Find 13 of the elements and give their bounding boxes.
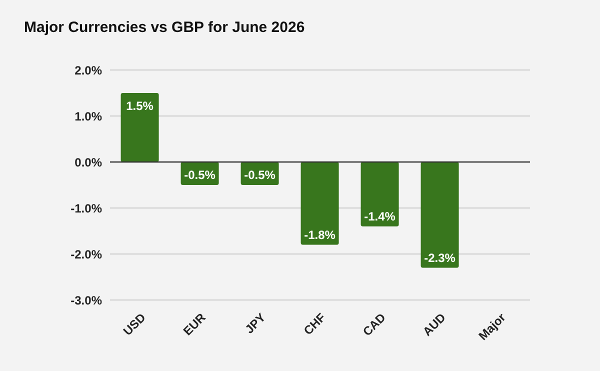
y-tick-label: -2.0% — [70, 247, 102, 262]
y-tick-label: -1.0% — [70, 201, 102, 216]
y-tick-label: -3.0% — [70, 293, 102, 308]
data-label: -2.3% — [424, 250, 456, 265]
data-label: -1.4% — [364, 209, 396, 224]
y-tick-label: 1.0% — [74, 109, 102, 124]
data-label: -0.5% — [184, 168, 216, 182]
data-label: -1.8% — [304, 228, 336, 242]
y-tick-label: 0.0% — [74, 155, 102, 170]
y-tick-label: 2.0% — [74, 63, 102, 78]
data-label: -0.5% — [244, 168, 276, 182]
chart-title: Major Currencies vs GBP for June 2026 — [24, 19, 305, 36]
data-label: 1.5% — [126, 99, 154, 113]
